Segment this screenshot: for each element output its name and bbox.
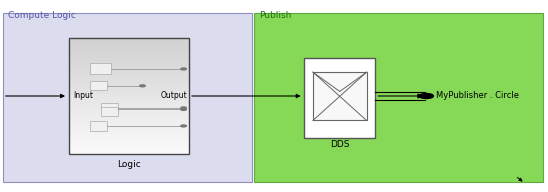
Bar — [68, 98, 189, 102]
Circle shape — [419, 94, 433, 98]
Bar — [90, 81, 107, 90]
Circle shape — [181, 68, 186, 70]
Bar — [90, 63, 111, 74]
Bar — [68, 104, 189, 108]
Bar — [68, 73, 189, 76]
FancyBboxPatch shape — [3, 13, 252, 182]
Bar — [68, 38, 189, 41]
Bar — [68, 110, 189, 113]
Bar — [68, 87, 189, 90]
Bar — [68, 41, 189, 44]
Bar — [68, 47, 189, 50]
Bar — [68, 150, 189, 154]
Bar — [68, 130, 189, 133]
Text: DDS: DDS — [330, 140, 350, 149]
Bar — [68, 81, 189, 84]
Circle shape — [181, 108, 186, 110]
Bar — [68, 70, 189, 73]
Text: Output: Output — [161, 91, 187, 99]
Bar — [90, 121, 107, 131]
Circle shape — [140, 85, 145, 87]
Bar — [68, 116, 189, 119]
Bar — [68, 101, 189, 105]
Bar — [68, 61, 189, 64]
Bar — [68, 147, 189, 151]
Bar — [68, 119, 189, 122]
Bar — [68, 124, 189, 128]
Circle shape — [181, 125, 186, 127]
Bar — [68, 52, 189, 56]
Bar — [68, 58, 189, 61]
Bar — [68, 55, 189, 59]
Circle shape — [181, 107, 186, 109]
Bar — [68, 127, 189, 131]
Bar — [68, 50, 189, 53]
Bar — [101, 103, 118, 112]
Bar — [68, 44, 189, 47]
Bar — [68, 136, 189, 139]
FancyBboxPatch shape — [254, 13, 543, 182]
Bar — [313, 72, 367, 121]
Bar — [68, 139, 189, 142]
Bar — [68, 78, 189, 82]
Bar — [68, 90, 189, 93]
Text: Logic: Logic — [117, 160, 141, 169]
Bar — [68, 142, 189, 145]
Bar — [68, 93, 189, 96]
Text: Publish: Publish — [259, 11, 291, 20]
Bar — [68, 113, 189, 116]
Bar — [68, 64, 189, 67]
Bar — [68, 67, 189, 70]
Bar — [68, 145, 189, 148]
Bar — [68, 96, 189, 99]
Bar — [68, 75, 189, 79]
Bar — [68, 133, 189, 136]
Text: MyPublisher . Circle: MyPublisher . Circle — [436, 92, 518, 100]
Bar — [68, 107, 189, 110]
Bar — [68, 84, 189, 87]
Text: Input: Input — [73, 91, 93, 99]
Bar — [101, 107, 118, 116]
FancyBboxPatch shape — [304, 58, 375, 138]
Text: Compute Logic: Compute Logic — [8, 11, 76, 20]
Bar — [68, 122, 189, 125]
